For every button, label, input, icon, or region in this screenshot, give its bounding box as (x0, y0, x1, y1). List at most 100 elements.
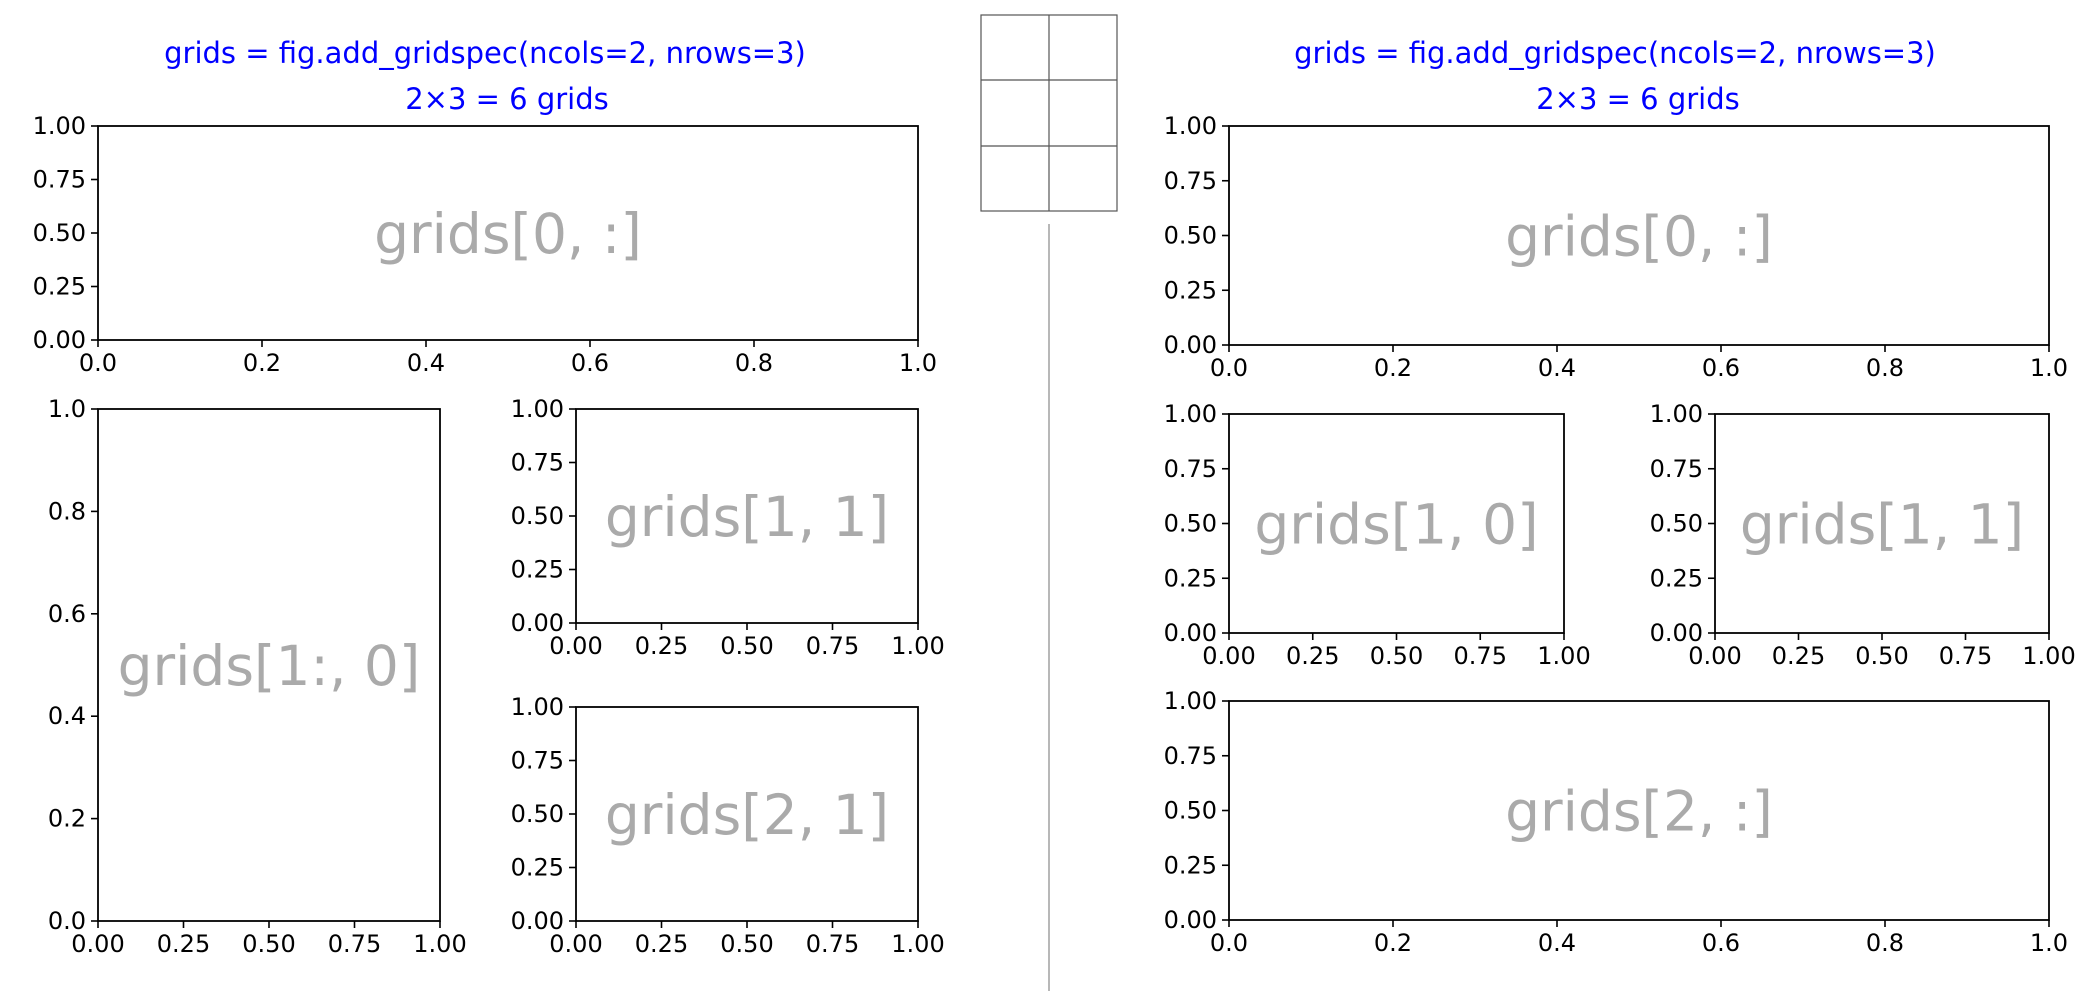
x-tick-label: 0.50 (1855, 642, 1908, 670)
x-tick-label: 0.25 (635, 632, 688, 660)
left-title-line2: 2×3 = 6 grids (405, 82, 609, 116)
x-tick-label: 0.8 (735, 349, 773, 377)
y-tick-label: 0.00 (511, 907, 564, 935)
x-tick-label: 0.75 (328, 930, 381, 958)
x-tick-label: 1.00 (891, 632, 944, 660)
y-tick-label: 0.00 (1164, 906, 1217, 934)
x-tick-label: 0.25 (157, 930, 210, 958)
right-axis-grids-0-all: 0.0 0.2 0.4 0.6 0.8 1.0 0.00 0.25 0.50 0.75 1.00 gr… (1164, 112, 2069, 382)
x-tick-label: 0.00 (1688, 642, 1741, 670)
x-tick-label: 0.50 (242, 930, 295, 958)
y-tick-label: 1.00 (1164, 400, 1217, 428)
x-tick-label: 0.25 (635, 930, 688, 958)
right-axis-grids-1-1: 0.00 0.25 0.50 0.75 1.00 0.00 0.25 0.50 0.75 1.00… (1650, 400, 2076, 670)
y-tick-label: 1.00 (511, 693, 564, 721)
x-tick-label: 0.4 (407, 349, 445, 377)
x-tick-label: 0.75 (1454, 642, 1507, 670)
y-tick-label: 0.00 (1650, 619, 1703, 647)
x-tick-label: 0.6 (1702, 354, 1740, 382)
x-tick-label: 0.8 (1866, 929, 1904, 957)
y-tick-label: 0.75 (1164, 742, 1217, 770)
x-tick-label: 0.00 (1202, 642, 1255, 670)
x-tick-label: 0.2 (243, 349, 281, 377)
axes-label: grids[2, 1] (605, 783, 889, 847)
x-tick-label: 0.75 (806, 930, 859, 958)
y-tick-label: 0.25 (1650, 564, 1703, 592)
x-tick-label: 0.00 (71, 930, 124, 958)
left-axis-grids-2-1: 0.00 0.25 0.50 0.75 1.00 0.00 0.25 0.50 0.75 1.00… (511, 693, 945, 958)
y-tick-label: 0.00 (1164, 331, 1217, 359)
x-tick-label: 0.50 (1370, 642, 1423, 670)
y-tick-label: 0.50 (1164, 510, 1217, 538)
y-tick-label: 1.00 (511, 395, 564, 423)
x-tick-label: 0.00 (549, 632, 602, 660)
y-tick-label: 0.25 (33, 273, 86, 301)
y-tick-label: 0.75 (511, 449, 564, 477)
y-tick-label: 1.00 (1650, 400, 1703, 428)
y-tick-label: 0.00 (511, 609, 564, 637)
x-tick-label: 1.00 (891, 930, 944, 958)
y-tick-label: 0.25 (1164, 276, 1217, 304)
x-tick-label: 0.0 (1210, 929, 1248, 957)
x-tick-label: 1.00 (2022, 642, 2075, 670)
y-tick-label: 0.00 (1164, 619, 1217, 647)
y-tick-label: 0.50 (1164, 797, 1217, 825)
mini-grid-schematic (980, 14, 1118, 212)
left-axis-grids-1-1: 0.00 0.25 0.50 0.75 1.00 0.00 0.25 0.50 0.75 1.00… (511, 395, 945, 660)
x-tick-label: 0.50 (720, 930, 773, 958)
axes-label: grids[2, :] (1505, 780, 1773, 844)
right-title-line1: grids = fig.add_gridspec(ncols=2, nrows=… (1294, 36, 1936, 70)
y-tick-label: 1.0 (48, 395, 86, 423)
left-axis-grids-0-all: 0.0 0.2 0.4 0.6 0.8 1.0 0.00 0.25 0.50 0.75 1.00 gr… (33, 112, 938, 377)
x-tick-label: 1.0 (899, 349, 937, 377)
y-tick-label: 0.75 (1164, 455, 1217, 483)
x-tick-label: 0.8 (1866, 354, 1904, 382)
y-tick-label: 0.2 (48, 805, 86, 833)
y-tick-label: 0.50 (511, 502, 564, 530)
x-tick-label: 0.75 (806, 632, 859, 660)
x-tick-label: 0.0 (1210, 354, 1248, 382)
y-tick-label: 0.00 (33, 326, 86, 354)
x-tick-label: 0.6 (1702, 929, 1740, 957)
x-tick-label: 0.25 (1772, 642, 1825, 670)
y-tick-label: 0.50 (1650, 510, 1703, 538)
x-tick-label: 0.25 (1286, 642, 1339, 670)
y-tick-label: 0.75 (1650, 455, 1703, 483)
x-tick-label: 0.4 (1538, 354, 1576, 382)
x-tick-label: 0.6 (571, 349, 609, 377)
x-tick-label: 0.75 (1939, 642, 1992, 670)
axes-label: grids[1, 1] (605, 485, 889, 549)
y-tick-label: 0.75 (1164, 167, 1217, 195)
x-tick-label: 0.2 (1374, 354, 1412, 382)
axes-label: grids[0, :] (374, 202, 642, 266)
y-tick-label: 0.75 (33, 166, 86, 194)
left-title-line1: grids = fig.add_gridspec(ncols=2, nrows=… (164, 36, 806, 70)
y-tick-label: 0.25 (1164, 564, 1217, 592)
x-tick-label: 0.0 (79, 349, 117, 377)
axes-label: grids[0, :] (1505, 205, 1773, 269)
y-tick-label: 0.25 (1164, 851, 1217, 879)
right-axis-grids-1-0: 0.00 0.25 0.50 0.75 1.00 0.00 0.25 0.50 0.75 1.00… (1164, 400, 1591, 670)
right-title-line2: 2×3 = 6 grids (1536, 82, 1740, 116)
axes-label: grids[1, 1] (1740, 493, 2024, 557)
x-tick-label: 1.00 (413, 930, 466, 958)
y-tick-label: 0.25 (511, 854, 564, 882)
y-tick-label: 0.4 (48, 702, 86, 730)
y-tick-label: 0.8 (48, 497, 86, 525)
x-tick-label: 1.0 (2030, 354, 2068, 382)
left-axis-grids-1to-0: 0.00 0.25 0.50 0.75 1.00 0.0 0.2 0.4 0.6 0.8 1.0 gr… (48, 395, 467, 958)
x-tick-label: 0.00 (549, 930, 602, 958)
axes-label: grids[1:, 0] (118, 634, 421, 698)
y-tick-label: 0.50 (33, 219, 86, 247)
x-tick-label: 0.2 (1374, 929, 1412, 957)
axes-label: grids[1, 0] (1254, 493, 1538, 557)
x-tick-label: 0.4 (1538, 929, 1576, 957)
y-tick-label: 1.00 (1164, 112, 1217, 140)
y-tick-label: 0.0 (48, 907, 86, 935)
y-tick-label: 0.75 (511, 747, 564, 775)
y-tick-label: 1.00 (33, 112, 86, 140)
x-tick-label: 1.0 (2030, 929, 2068, 957)
y-tick-label: 0.25 (511, 556, 564, 584)
y-tick-label: 0.6 (48, 600, 86, 628)
